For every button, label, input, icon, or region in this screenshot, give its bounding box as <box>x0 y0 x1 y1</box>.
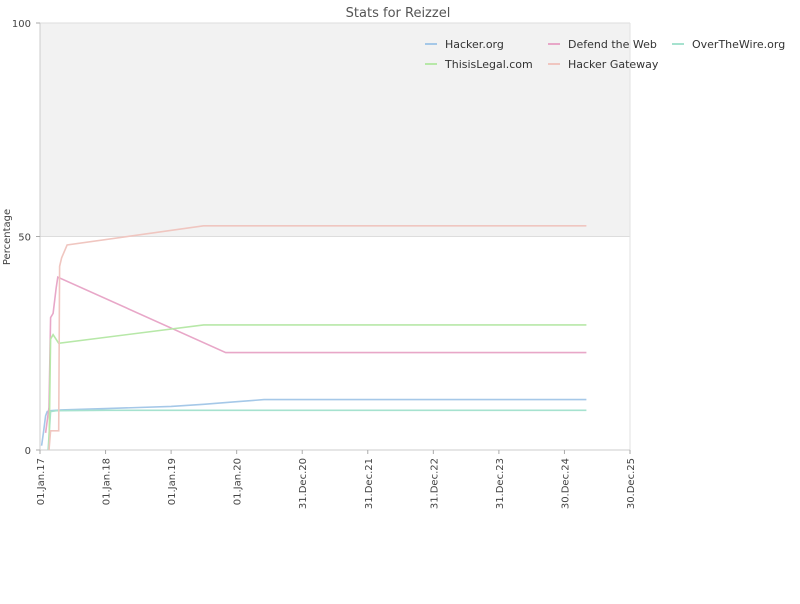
legend-label: Hacker.org <box>445 38 504 51</box>
x-tick-label: 01.Jan.18 <box>102 458 113 505</box>
x-tick-label: 31.Dec.22 <box>429 458 440 509</box>
y-axis-label: Percentage <box>2 209 13 265</box>
x-tick-label: 01.Jan.17 <box>36 458 47 505</box>
y-tick-label: 50 <box>18 233 31 244</box>
series-line-thisislegal-com <box>48 324 587 451</box>
legend-label: Hacker Gateway <box>568 58 659 71</box>
x-tick-label: 31.Dec.20 <box>298 458 309 509</box>
x-tick-label: 31.Dec.21 <box>364 458 375 509</box>
x-tick-label: 30.Dec.24 <box>560 458 571 509</box>
x-tick-label: 01.Jan.20 <box>233 458 244 505</box>
upper-band <box>40 23 630 237</box>
series-line-hacker-gateway <box>48 225 587 451</box>
x-tick-label: 30.Dec.25 <box>626 458 637 509</box>
x-tick-label: 01.Jan.19 <box>167 458 178 505</box>
y-tick-label: 100 <box>12 19 31 30</box>
series-line-hacker-org <box>40 398 587 446</box>
x-tick-label: 31.Dec.23 <box>495 458 506 509</box>
legend-label: Defend the Web <box>568 38 657 51</box>
y-tick-label: 0 <box>25 446 31 457</box>
legend-label: ThisisLegal.com <box>444 58 533 71</box>
chart-title: Stats for Reizzel <box>346 6 451 21</box>
legend-label: OverTheWire.org <box>692 38 785 51</box>
